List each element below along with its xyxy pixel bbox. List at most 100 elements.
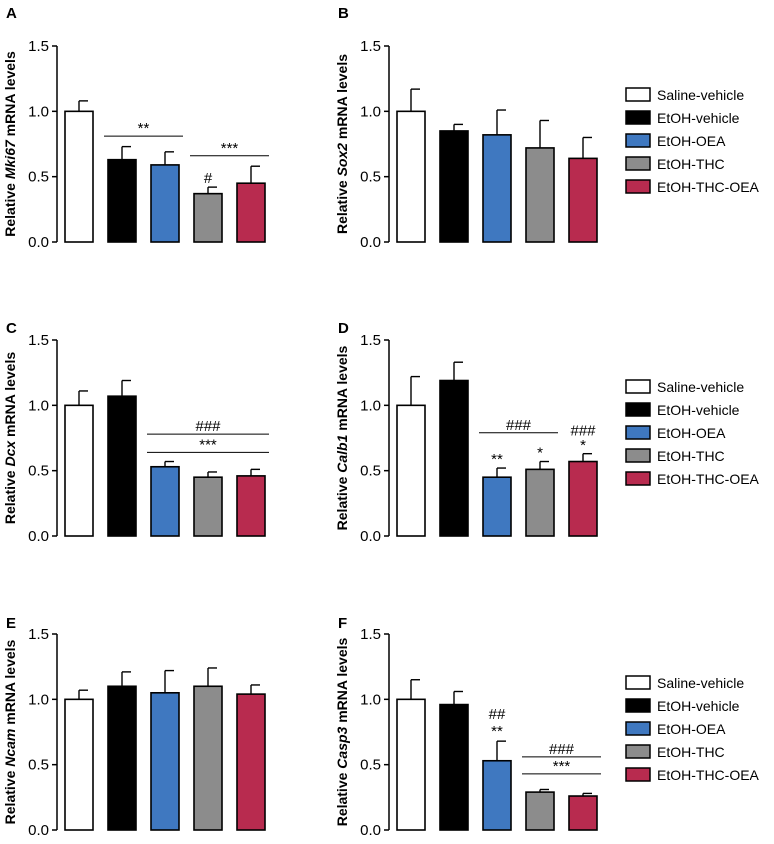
bar-etoh-oea [150,691,180,831]
significance-label: # [204,170,213,187]
legend-label: EtOH-vehicle [657,110,740,126]
bar-etoh-vehicle [107,685,137,831]
legend: Saline-vehicle EtOH-vehicle EtOH-OEA EtOH-T… [625,379,760,487]
significance-label: ### [570,422,596,439]
bar-etoh-oea [482,476,512,537]
bar-etoh-thc [525,791,555,831]
y-tick-label: 0.0 [28,528,49,545]
y-tick-label: 0.5 [360,757,381,774]
bar-saline-vehicle [64,110,94,243]
legend-swatch [625,471,651,486]
legend: Saline-vehicle EtOH-vehicle EtOH-OEA EtOH-T… [625,675,760,783]
y-axis-label: Relative Dcx mRNA levels [2,352,18,524]
legend-label: EtOH-THC [657,156,725,172]
legend-label: Saline-vehicle [657,87,744,103]
y-tick-label: 1.0 [28,691,49,708]
legend-label: EtOH-vehicle [657,698,740,714]
legend-label: Saline-vehicle [657,675,744,691]
bar-etoh-thc-oea [568,460,598,537]
bar-etoh-vehicle [439,703,469,831]
panel-a: A 0.0 0.5 1.0 1.5 Relative Mki67 mRNA levels #… [2,5,269,251]
legend: Saline-vehicle EtOH-vehicle EtOH-OEA EtOH-T… [625,87,760,195]
significance-label: * [537,445,543,462]
y-axis-label: Relative Sox2 mRNA levels [334,54,350,234]
y-tick-label: 1.0 [28,103,49,120]
bar-saline-vehicle [64,404,94,537]
bar-etoh-thc [525,468,555,537]
significance-label: *** [199,436,217,453]
y-axis-label-gene: Casp3 [334,726,350,768]
panel-b: B 0.0 0.5 1.0 1.5 Relative Sox2 mRNA levels [334,5,598,251]
bar-etoh-vehicle [107,395,137,537]
panel-letter: F [338,615,347,632]
panel-e: E 0.0 0.5 1.0 1.5 Relative Ncam mRNA levels [2,615,266,839]
y-tick-label: 0.5 [28,463,49,480]
y-axis-label-suffix: mRNA levels [2,51,18,140]
bar-saline-vehicle [396,404,426,537]
y-axis-label-gene: Calb1 [334,434,350,472]
legend-swatch [625,675,651,690]
y-tick-label: 0.5 [360,463,381,480]
legend-swatch [625,110,651,125]
bar-etoh-vehicle [107,158,137,243]
legend-swatch [625,721,651,736]
bar-saline-vehicle [396,110,426,243]
bar-etoh-vehicle [439,130,469,243]
significance-label: *** [553,758,571,775]
legend-label: EtOH-OEA [657,721,726,737]
panel-c: C 0.0 0.5 1.0 1.5 Relative Dcx mRNA levels ###… [2,320,269,545]
y-axis-label-prefix: Relative [2,767,18,825]
y-tick-label: 1.5 [28,626,49,643]
significance-label: ** [491,723,503,740]
y-tick-label: 0.0 [360,822,381,839]
bar-saline-vehicle [396,698,426,831]
y-axis-label-gene: Ncam [2,729,18,767]
y-tick-label: 0.0 [28,234,49,251]
y-axis-label-gene: Sox2 [334,143,350,177]
y-axis-label-gene: Dcx [2,440,18,467]
y-axis-label-prefix: Relative [2,179,18,237]
bar-etoh-thc [193,685,223,831]
y-axis-label-suffix: mRNA levels [334,637,350,726]
legend-swatch [625,379,651,394]
significance-label: * [580,437,586,454]
significance-label: ** [138,120,150,137]
significance-label: ** [491,451,503,468]
y-axis-label: Relative Ncam mRNA levels [2,639,18,824]
legend-label: EtOH-THC-OEA [657,471,760,487]
y-axis-label-gene: Mki67 [2,139,18,179]
panel-f: F 0.0 0.5 1.0 1.5 Relative Casp3 mRNA levels #… [334,615,601,839]
bar-saline-vehicle [64,698,94,831]
legend-swatch [625,425,651,440]
y-tick-label: 1.0 [360,691,381,708]
legend-label: EtOH-OEA [657,425,726,441]
significance-label: ### [549,741,575,758]
y-axis-label-prefix: Relative [2,467,18,525]
bar-etoh-thc-oea [236,182,266,243]
y-tick-label: 1.5 [360,38,381,55]
y-tick-label: 0.5 [28,169,49,186]
panel-letter: B [338,5,349,22]
significance-label: ### [195,418,221,435]
bar-etoh-thc-oea [236,693,266,831]
bar-etoh-thc [193,192,223,243]
bar-etoh-thc-oea [236,475,266,537]
bar-etoh-oea [150,465,180,537]
panel-letter: C [6,320,17,337]
y-tick-label: 1.5 [28,38,49,55]
y-axis-label-suffix: mRNA levels [2,639,18,728]
significance-label: ### [506,417,532,434]
y-axis-label: Relative Calb1 mRNA levels [334,345,350,530]
y-tick-label: 0.0 [360,528,381,545]
y-tick-label: 1.0 [28,397,49,414]
y-tick-label: 0.5 [28,757,49,774]
panel-letter: D [338,320,349,337]
bar-etoh-thc-oea [568,157,598,243]
y-axis-label-suffix: mRNA levels [2,352,18,441]
y-tick-label: 1.5 [360,332,381,349]
y-tick-label: 0.5 [360,169,381,186]
y-tick-label: 1.5 [28,332,49,349]
y-tick-label: 1.0 [360,103,381,120]
